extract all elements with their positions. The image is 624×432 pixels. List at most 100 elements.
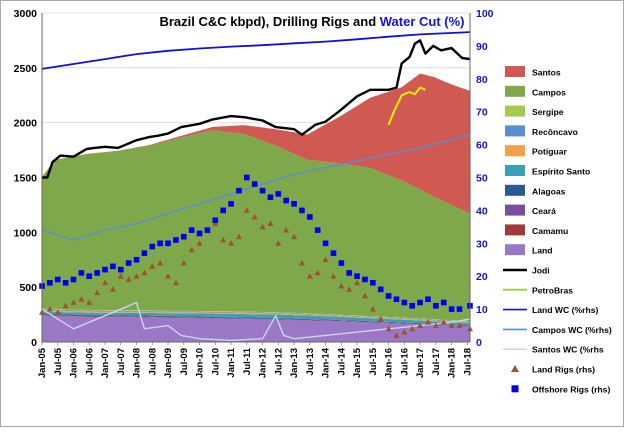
- x-tick-label: Jul-14: [336, 347, 347, 375]
- legend-label-campos-wc-rhs: Campos WC (%rhs): [532, 325, 612, 335]
- land-rig-marker: [70, 299, 77, 305]
- land-rig-marker: [62, 302, 69, 309]
- offshore-rig-marker: [362, 276, 368, 283]
- land-rig-marker: [314, 269, 321, 276]
- offshore-rig-marker: [204, 227, 211, 233]
- y-left-tick-label: 0: [31, 337, 37, 349]
- x-tick-label: Jul-16: [399, 348, 410, 375]
- land-rig-marker: [330, 273, 337, 279]
- x-tick-label: Jan-15: [352, 347, 363, 378]
- legend-swatch-offshore-rigs-rhs: [511, 385, 519, 393]
- x-tick-label: Jul-08: [147, 348, 158, 375]
- legend-swatch-land: [505, 244, 525, 256]
- y-left-tick-label: 3000: [14, 8, 38, 20]
- y-left-tick-label: 1000: [14, 227, 38, 239]
- offshore-rig-marker: [259, 187, 266, 194]
- offshore-rig-marker: [291, 201, 297, 207]
- offshore-rig-marker: [133, 256, 140, 263]
- legend-label-potiguar: Potiguar: [532, 147, 568, 157]
- x-tick-label: Jul-13: [305, 348, 316, 375]
- offshore-rig-marker: [165, 240, 171, 247]
- y-left-tick-label: 500: [19, 282, 37, 294]
- offshore-rig-marker: [70, 276, 77, 283]
- offshore-rig-marker: [173, 237, 179, 243]
- area-espirito-santo: [42, 311, 470, 326]
- offshore-rig-marker: [433, 303, 439, 309]
- offshore-rig-marker: [322, 240, 329, 247]
- offshore-rig-marker: [228, 201, 234, 207]
- land-rig-marker: [385, 325, 392, 332]
- legend-swatch-campos: [505, 85, 525, 97]
- land-rig-marker: [409, 325, 416, 332]
- y-right-tick-label: 60: [476, 140, 488, 152]
- x-tick-label: Jul-07: [116, 348, 127, 375]
- land-rig-marker: [188, 246, 195, 253]
- offshore-rig-marker: [409, 303, 416, 309]
- land-rig-marker: [401, 328, 408, 335]
- legend-label-alagoas: Alagoas: [532, 186, 566, 196]
- legend-label-offshore-rigs-rhs: Offshore Rigs (rhs): [532, 384, 610, 394]
- x-tick-label: Jul-09: [179, 348, 190, 375]
- land-rig-marker: [456, 322, 463, 328]
- y-right-tick-label: 70: [476, 107, 488, 119]
- land-rig-marker: [267, 220, 274, 226]
- chart-title-part-2: Water Cut (%): [380, 14, 465, 29]
- y-right-tick-label: 50: [476, 173, 488, 185]
- offshore-rig-marker: [86, 273, 93, 279]
- offshore-rig-marker: [354, 273, 360, 279]
- offshore-rig-marker: [244, 174, 250, 181]
- x-tick-label: Jan-05: [37, 347, 48, 378]
- x-tick-label: Jan-12: [258, 348, 269, 378]
- x-tick-label: Jul-05: [53, 347, 64, 375]
- legend-swatch-reconcavo: [505, 125, 525, 137]
- legend-swatch-land-rigs-rhs: [511, 365, 519, 372]
- legend-label-land-wc-rhs: Land WC (%rhs): [532, 305, 598, 315]
- chart-title: Brazil C&C kbpd), Drilling Rigs and Wate…: [159, 14, 464, 29]
- offshore-rig-marker: [299, 207, 305, 214]
- area-campos: [42, 130, 470, 322]
- line-petrobras: [387, 86, 426, 126]
- land-rig-marker: [251, 213, 258, 220]
- offshore-rig-marker: [425, 296, 431, 303]
- y-left-tick-label: 2500: [14, 63, 38, 75]
- offshore-rig-marker: [236, 187, 242, 194]
- offshore-rig-marker: [448, 306, 455, 312]
- land-rig-marker: [220, 236, 227, 243]
- offshore-rig-marker: [338, 260, 345, 266]
- x-tick-label: Jul-06: [84, 348, 95, 375]
- land-rig-marker: [377, 315, 384, 322]
- x-tick-label: Jul-17: [431, 348, 442, 375]
- land-rig-marker: [94, 289, 101, 296]
- land-rig-marker: [196, 240, 203, 246]
- offshore-rig-marker: [110, 263, 116, 270]
- land-rig-marker: [180, 259, 187, 266]
- legend-label-camamu: Camamu: [532, 226, 568, 236]
- line-land-wc-rhs: [41, 31, 471, 70]
- legend-label-petrobras: PetroBras: [532, 285, 573, 295]
- land-rig-marker: [125, 276, 132, 282]
- y-right-tick-label: 10: [476, 304, 488, 316]
- area-land: [42, 315, 470, 342]
- x-tick-label: Jan-10: [195, 348, 206, 378]
- offshore-rig-marker: [440, 299, 447, 306]
- offshore-rig-marker: [149, 243, 156, 250]
- legend-label-santos-wc-rhs: Santos WC (%rhs: [532, 345, 604, 355]
- offshore-rig-marker: [157, 240, 163, 247]
- offshore-rig-marker: [267, 194, 274, 201]
- offshore-rig-marker: [330, 250, 337, 256]
- land-rig-marker: [417, 322, 424, 328]
- legend-swatch-alagoas: [505, 184, 525, 196]
- y-right-tick-label: 90: [476, 41, 488, 53]
- land-rig-marker: [275, 240, 282, 246]
- offshore-rig-marker: [220, 207, 226, 214]
- land-rig-marker: [338, 282, 345, 289]
- land-rig-marker: [212, 220, 219, 226]
- land-rig-marker: [78, 296, 85, 302]
- offshore-rig-marker: [385, 293, 392, 299]
- land-rig-marker: [172, 279, 179, 286]
- offshore-rig-marker: [196, 230, 203, 237]
- land-rig-marker: [393, 332, 400, 338]
- land-rig-marker: [133, 273, 140, 279]
